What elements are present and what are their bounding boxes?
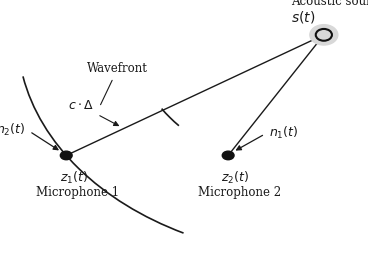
Text: Microphone 1: Microphone 1 (36, 186, 119, 199)
Text: $z_2(t)$: $z_2(t)$ (222, 170, 250, 186)
Text: $c \cdot \Delta$: $c \cdot \Delta$ (68, 99, 118, 126)
Text: $n_1(t)$: $n_1(t)$ (269, 125, 298, 141)
Circle shape (60, 151, 72, 160)
Text: $s(t)$: $s(t)$ (291, 9, 316, 25)
Circle shape (310, 25, 338, 45)
Text: $n_2(t)$: $n_2(t)$ (0, 122, 26, 138)
Circle shape (222, 151, 234, 160)
Text: Microphone 2: Microphone 2 (198, 186, 281, 199)
Text: Wavefront: Wavefront (87, 62, 148, 105)
Text: $z_1(t)$: $z_1(t)$ (60, 170, 88, 186)
Text: Acoustic source: Acoustic source (291, 0, 368, 8)
